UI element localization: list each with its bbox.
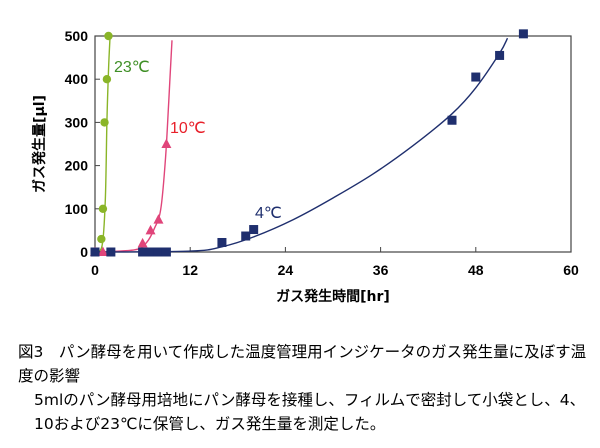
y-tick-label: 400: [65, 71, 89, 87]
point-4: [217, 237, 227, 247]
figure-caption: 図3 パン酵母を用いて作成した温度管理用インジケータのガス発生量に及ぼす温度の影…: [18, 340, 593, 436]
point-10: [161, 138, 172, 148]
gas-production-chart: 0 100 200 300 400 500 0 12 24 36 48 60 ガス発生量[μl] ガス…: [31, 28, 579, 305]
y-tick-label: 500: [65, 28, 89, 44]
y-axis-label: ガス発生量[μl]: [31, 95, 48, 193]
caption-title: 図3 パン酵母を用いて作成した温度管理用インジケータのガス発生量に及ぼす温度の影…: [18, 343, 587, 385]
x-tick-label: 0: [91, 262, 99, 278]
point-4: [249, 225, 259, 235]
point-23: [102, 75, 112, 84]
point-4: [471, 72, 481, 82]
axis-ticks: 0 100 200 300 400 500 0 12 24 36 48 60: [65, 28, 579, 278]
series-label-23c: 23℃: [114, 59, 150, 76]
point-4: [146, 247, 156, 257]
x-tick-label: 36: [373, 262, 389, 278]
y-tick-label: 100: [65, 201, 89, 217]
plot-frame: [94, 35, 572, 253]
point-4: [106, 247, 116, 257]
point-4: [138, 247, 148, 257]
caption-note: 5mlのパン酵母用培地にパン酵母を接種し、フィルムで密封して小袋とし、4、10お…: [34, 391, 586, 433]
curve-23: [94, 35, 111, 253]
point-4: [161, 247, 171, 257]
point-4: [495, 50, 505, 60]
series-label-4c: 4℃: [255, 205, 282, 222]
x-tick-label: 48: [468, 262, 484, 278]
point-10: [153, 214, 164, 224]
point-23: [98, 204, 108, 213]
curve-4: [94, 37, 509, 253]
x-tick-label: 12: [182, 262, 198, 278]
y-tick-label: 200: [65, 158, 89, 174]
y-tick-label: 300: [65, 114, 89, 130]
point-4: [90, 247, 100, 257]
point-4: [518, 29, 528, 39]
point-10: [97, 246, 108, 256]
x-tick-label: 24: [278, 262, 294, 278]
series-label-10c: 10℃: [170, 120, 206, 137]
point-4: [447, 115, 457, 125]
point-10: [145, 224, 156, 235]
y-tick-label: 0: [80, 244, 88, 260]
x-tick-label: 60: [563, 262, 579, 278]
point-23: [97, 234, 106, 244]
point-23: [100, 118, 109, 127]
point-10: [137, 237, 148, 248]
data-markers: [90, 29, 528, 257]
x-axis-label: ガス発生時間[hr]: [276, 288, 390, 305]
point-4: [241, 231, 251, 241]
point-4: [153, 247, 163, 257]
point-23: [104, 31, 113, 41]
